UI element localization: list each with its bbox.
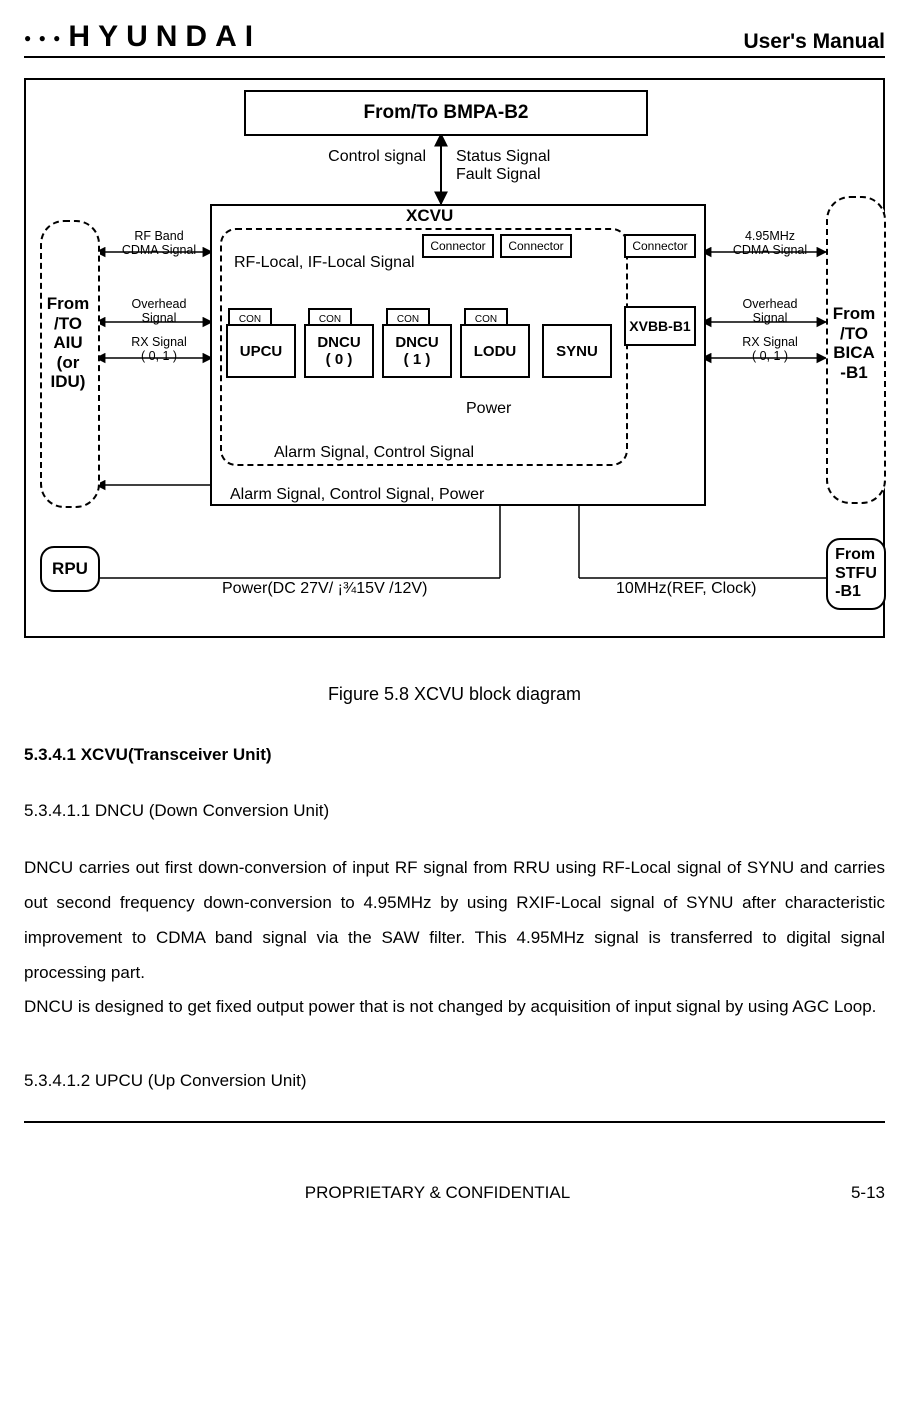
status-fault-signal-label: Status Signal Fault Signal	[456, 148, 586, 184]
left-sig2: Overhead Signal	[114, 298, 204, 326]
aiu-label: From /TO AIU (or IDU)	[40, 294, 96, 392]
xcvu-label: XCVU	[406, 206, 453, 226]
connector-box-1: Connector	[422, 234, 494, 258]
right-sig2: Overhead Signal	[720, 298, 820, 326]
control-signal-label: Control signal	[286, 148, 426, 166]
section-5-3-4-1-1: 5.3.4.1.1 DNCU (Down Conversion Unit)	[24, 801, 885, 821]
figure-caption: Figure 5.8 XCVU block diagram	[24, 684, 885, 705]
dncu1-box: DNCU ( 1 )	[382, 324, 452, 378]
left-sig1: RF Band CDMA Signal	[114, 230, 204, 258]
powerdc-label: Power(DC 27V/ ¡¾15V /12V)	[222, 580, 427, 598]
right-sig1: 4.95MHz CDMA Signal	[720, 230, 820, 258]
manual-title: User's Manual	[743, 30, 885, 54]
lodu-box: LODU	[460, 324, 530, 378]
dncu0-label: DNCU ( 0 )	[317, 334, 360, 368]
section-5-3-4-1-2: 5.3.4.1.2 UPCU (Up Conversion Unit)	[24, 1071, 885, 1091]
diagram-outer: From/To BMPA-B2 Control signal Status Si…	[24, 78, 885, 638]
section-5-3-4-1: 5.3.4.1 XCVU(Transceiver Unit)	[24, 745, 885, 765]
connector-label: Connector	[430, 239, 485, 253]
logo: ● ● ●HYUNDAI	[24, 20, 261, 54]
con-label: CON	[397, 314, 419, 325]
connector-label: Connector	[632, 239, 687, 253]
page: ● ● ●HYUNDAI User's Manual	[0, 0, 909, 1223]
footer-page: 5-13	[851, 1183, 885, 1203]
header-rule	[24, 56, 885, 58]
connector-box-3: Connector	[624, 234, 696, 258]
rf-local-label: RF-Local, IF-Local Signal	[234, 254, 415, 272]
rpu-label: RPU	[52, 559, 88, 579]
left-sig3: RX Signal ( 0, 1 )	[114, 336, 204, 364]
upcu-label: UPCU	[240, 343, 283, 360]
upcu-box: UPCU	[226, 324, 296, 378]
power-label: Power	[466, 400, 511, 418]
bica-label: From /TO BICA -B1	[826, 304, 882, 382]
xvbb-label: XVBB-B1	[629, 318, 690, 334]
con-label: CON	[319, 314, 341, 325]
stfu-box: From STFU -B1	[826, 538, 886, 610]
clock-label: 10MHz(REF, Clock)	[616, 580, 756, 598]
lodu-label: LODU	[474, 343, 517, 360]
con-label: CON	[475, 314, 497, 325]
stfu-label: From STFU -B1	[835, 546, 877, 601]
synu-box: SYNU	[542, 324, 612, 378]
footer: PROPRIETARY & CONFIDENTIAL 5-13	[24, 1183, 885, 1203]
connector-box-2: Connector	[500, 234, 572, 258]
alarm2-label: Alarm Signal, Control Signal, Power	[230, 486, 484, 504]
synu-label: SYNU	[556, 343, 598, 360]
dncu1-label: DNCU ( 1 )	[395, 334, 438, 368]
alarm1-label: Alarm Signal, Control Signal	[274, 444, 474, 462]
bmpa-label: From/To BMPA-B2	[363, 102, 528, 124]
dncu-paragraph-2: DNCU is designed to get fixed output pow…	[24, 990, 885, 1025]
header-row: ● ● ●HYUNDAI User's Manual	[24, 20, 885, 54]
dncu-paragraph-1: DNCU carries out first down-conversion o…	[24, 851, 885, 990]
con-label: CON	[239, 314, 261, 325]
rpu-box: RPU	[40, 546, 100, 592]
dncu0-box: DNCU ( 0 )	[304, 324, 374, 378]
footer-rule	[24, 1121, 885, 1123]
xvbb-box: XVBB-B1	[624, 306, 696, 346]
connector-label: Connector	[508, 239, 563, 253]
right-sig3: RX Signal ( 0, 1 )	[720, 336, 820, 364]
footer-center: PROPRIETARY & CONFIDENTIAL	[305, 1183, 570, 1203]
bmpa-box: From/To BMPA-B2	[244, 90, 648, 136]
